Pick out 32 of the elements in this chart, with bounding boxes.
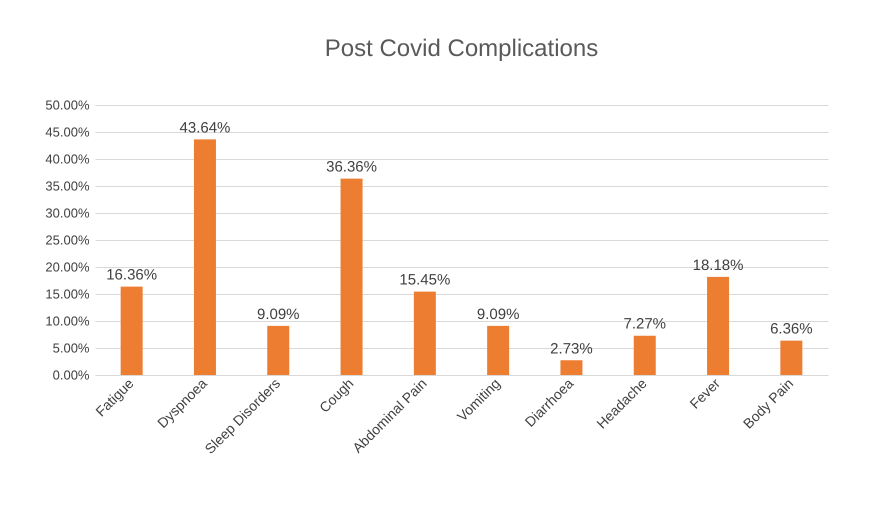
y-tick-label: 0.00% <box>52 368 90 382</box>
bar <box>560 360 582 375</box>
data-label: 18.18% <box>692 256 744 274</box>
y-tick-label: 45.00% <box>45 124 90 140</box>
y-tick-label: 10.00% <box>45 314 90 328</box>
data-label: 6.36% <box>770 320 813 338</box>
y-tick-label: 15.00% <box>45 286 90 302</box>
data-label: 15.45% <box>399 272 450 289</box>
y-tick-label: 35.00% <box>45 178 90 194</box>
y-tick-label: 40.00% <box>45 152 90 166</box>
bar <box>707 276 730 375</box>
bar <box>267 326 290 375</box>
bar <box>120 286 143 375</box>
bar <box>194 139 216 375</box>
bar <box>780 340 802 375</box>
bar <box>340 178 363 375</box>
data-label: 16.36% <box>106 266 158 284</box>
data-label: 36.36% <box>326 158 377 176</box>
y-tick-label: 20.00% <box>45 260 90 274</box>
y-tick-label: 30.00% <box>45 206 90 220</box>
y-tick-label: 50.00% <box>45 98 90 112</box>
y-tick-label: 25.00% <box>45 232 90 248</box>
bar <box>414 292 436 375</box>
data-label: 7.27% <box>623 316 666 333</box>
data-label: 2.73% <box>550 340 593 358</box>
bar <box>634 336 656 375</box>
y-tick-label: 5.00% <box>52 340 90 356</box>
bar <box>487 326 510 375</box>
chart-title: Post Covid Complications <box>324 35 598 62</box>
data-label: 43.64% <box>180 119 230 136</box>
data-label: 9.09% <box>476 306 520 323</box>
data-label: 9.09% <box>256 306 300 323</box>
